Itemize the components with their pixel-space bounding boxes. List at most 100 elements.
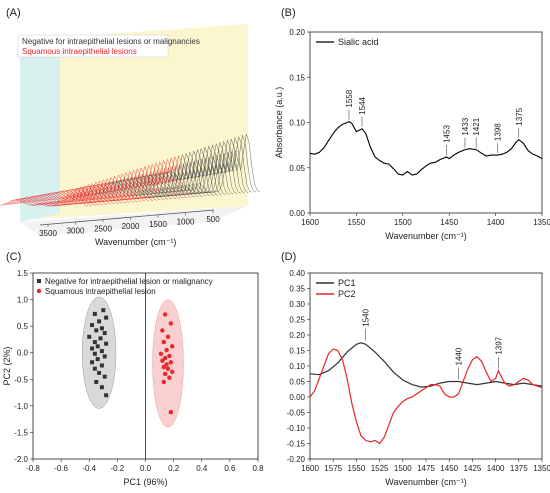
a-x-tick-label: 1000 — [177, 218, 195, 227]
point-negative — [99, 385, 104, 390]
d-y-tick-label: 0.35 — [289, 285, 305, 294]
spectrum-negative — [103, 150, 207, 197]
point-negative — [104, 315, 109, 320]
d-x-tick-label: 1550 — [348, 464, 366, 473]
d-x-tick-label: 1475 — [417, 464, 435, 473]
point-squamous — [162, 355, 168, 361]
b-y-tick-label: 0.20 — [289, 28, 305, 37]
a-x-tick-label: 2500 — [94, 224, 112, 233]
series-pc2 — [309, 348, 543, 445]
spectrum-negative — [109, 147, 215, 196]
b-y-tick-label: 0.05 — [289, 164, 305, 173]
c-y-tick-label: 1.0 — [17, 296, 29, 305]
panel-label-b: (B) — [281, 7, 296, 19]
point-squamous — [167, 375, 172, 380]
waterfall-x-axis — [39, 209, 215, 226]
point-negative — [95, 357, 100, 362]
c-y-tick-label: -1.0 — [14, 402, 28, 411]
a-x-tick-label: 2000 — [122, 222, 140, 231]
spectrum-negative — [133, 139, 242, 194]
point-squamous — [165, 366, 171, 371]
waterfall-plot: 3500 3000 2500 2000 1500 1000 500 Wavenumber (… — [0, 24, 261, 247]
point-negative — [92, 351, 97, 356]
point-negative — [99, 349, 104, 354]
point-negative — [102, 331, 107, 336]
c-y-tick-label: 0.0 — [17, 349, 29, 358]
spectrum-negative — [113, 146, 219, 196]
ellipse-negative — [81, 296, 117, 409]
point-squamous — [160, 358, 165, 363]
spectrum-squamous — [0, 187, 89, 207]
d-x-tick-label: 1425 — [464, 464, 482, 473]
d-y-tick-label: -0.05 — [287, 409, 306, 418]
annotation-label: 1544 — [358, 96, 367, 114]
annotation-label: 1375 — [515, 107, 524, 125]
d-y-tick-label: 0.10 — [289, 362, 305, 371]
d-y-tick-label: 0.30 — [289, 300, 305, 309]
d-y-tick-label: -0.20 — [287, 455, 306, 464]
spectrum-squamous — [9, 184, 100, 206]
point-squamous — [162, 312, 168, 317]
d-x-axis-label: Wavenumber (cm⁻¹) — [385, 477, 466, 487]
spectrum-negative — [123, 142, 230, 195]
point-negative — [92, 311, 97, 316]
a-x-tick-label: 1500 — [149, 220, 167, 229]
point-squamous — [164, 347, 169, 353]
d-x-tick-label: 1350 — [533, 464, 550, 473]
point-squamous — [165, 334, 171, 339]
d-y-tick-label: 0.40 — [289, 269, 305, 278]
d-x-tick-label: 1525 — [371, 464, 389, 473]
b-x-tick-label: 1400 — [487, 218, 505, 227]
waterfall-side-wall — [20, 40, 60, 222]
c-x-tick-label: 0.4 — [196, 464, 208, 473]
spectrum-negative — [126, 141, 234, 195]
d-y-tick-label: -0.15 — [287, 440, 306, 449]
point-negative — [101, 308, 106, 313]
b-y-tick-label: 0.15 — [289, 73, 305, 82]
point-squamous — [170, 369, 175, 375]
b-y-axis-label: Absorbance (a.u.) — [274, 87, 284, 159]
c-legend-swatch-negative — [37, 279, 41, 283]
point-negative — [99, 363, 104, 368]
series-pc1 — [309, 342, 543, 388]
c-x-tick-label: -0.4 — [82, 464, 96, 473]
point-negative — [94, 379, 99, 384]
d-x-tick-label: 1400 — [487, 464, 505, 473]
pc-loadings-plot: 1600 1575 1550 1525 1500 1475 1450 1425 1400 1375… — [287, 269, 550, 487]
spectrum-negative — [143, 135, 253, 193]
point-squamous — [161, 339, 166, 345]
point-squamous — [168, 410, 174, 415]
c-y-tick-label: -0.5 — [14, 375, 28, 384]
point-negative — [104, 393, 109, 398]
point-negative — [102, 374, 107, 379]
point-negative — [90, 346, 95, 351]
panel-label-d: (D) — [281, 251, 296, 263]
d-x-tick-label: 1600 — [301, 464, 319, 473]
spectrum-negative — [149, 134, 261, 193]
c-x-tick-label: -0.8 — [26, 464, 40, 473]
spectrum-negative — [106, 148, 211, 197]
d-x-tick-label: 1375 — [510, 464, 528, 473]
c-y-axis-label: PC2 (2%) — [2, 346, 12, 385]
point-negative — [95, 344, 100, 349]
d-y-tick-label: -0.10 — [287, 424, 306, 433]
point-negative — [90, 360, 95, 365]
a-x-tick-label: 500 — [206, 215, 220, 224]
annotation-label: 1440 — [454, 347, 463, 365]
spectrum-negative — [116, 145, 222, 196]
d-y-tick-label: 0.25 — [289, 316, 305, 325]
a-x-tick-label: 3000 — [67, 227, 85, 236]
point-negative — [99, 326, 104, 331]
point-squamous — [161, 379, 166, 385]
c-y-tick-label: -1.5 — [14, 428, 28, 437]
d-y-tick-label: 0.05 — [289, 378, 305, 387]
plot-frame — [309, 31, 543, 214]
point-negative — [92, 366, 97, 371]
c-x-tick-label: 0.6 — [224, 464, 236, 473]
waterfall-floor — [20, 206, 248, 236]
annotation-label: 1397 — [494, 336, 503, 354]
series-sialic-acid — [309, 120, 543, 176]
spectrum-negative — [136, 137, 245, 194]
point-squamous — [160, 328, 165, 333]
